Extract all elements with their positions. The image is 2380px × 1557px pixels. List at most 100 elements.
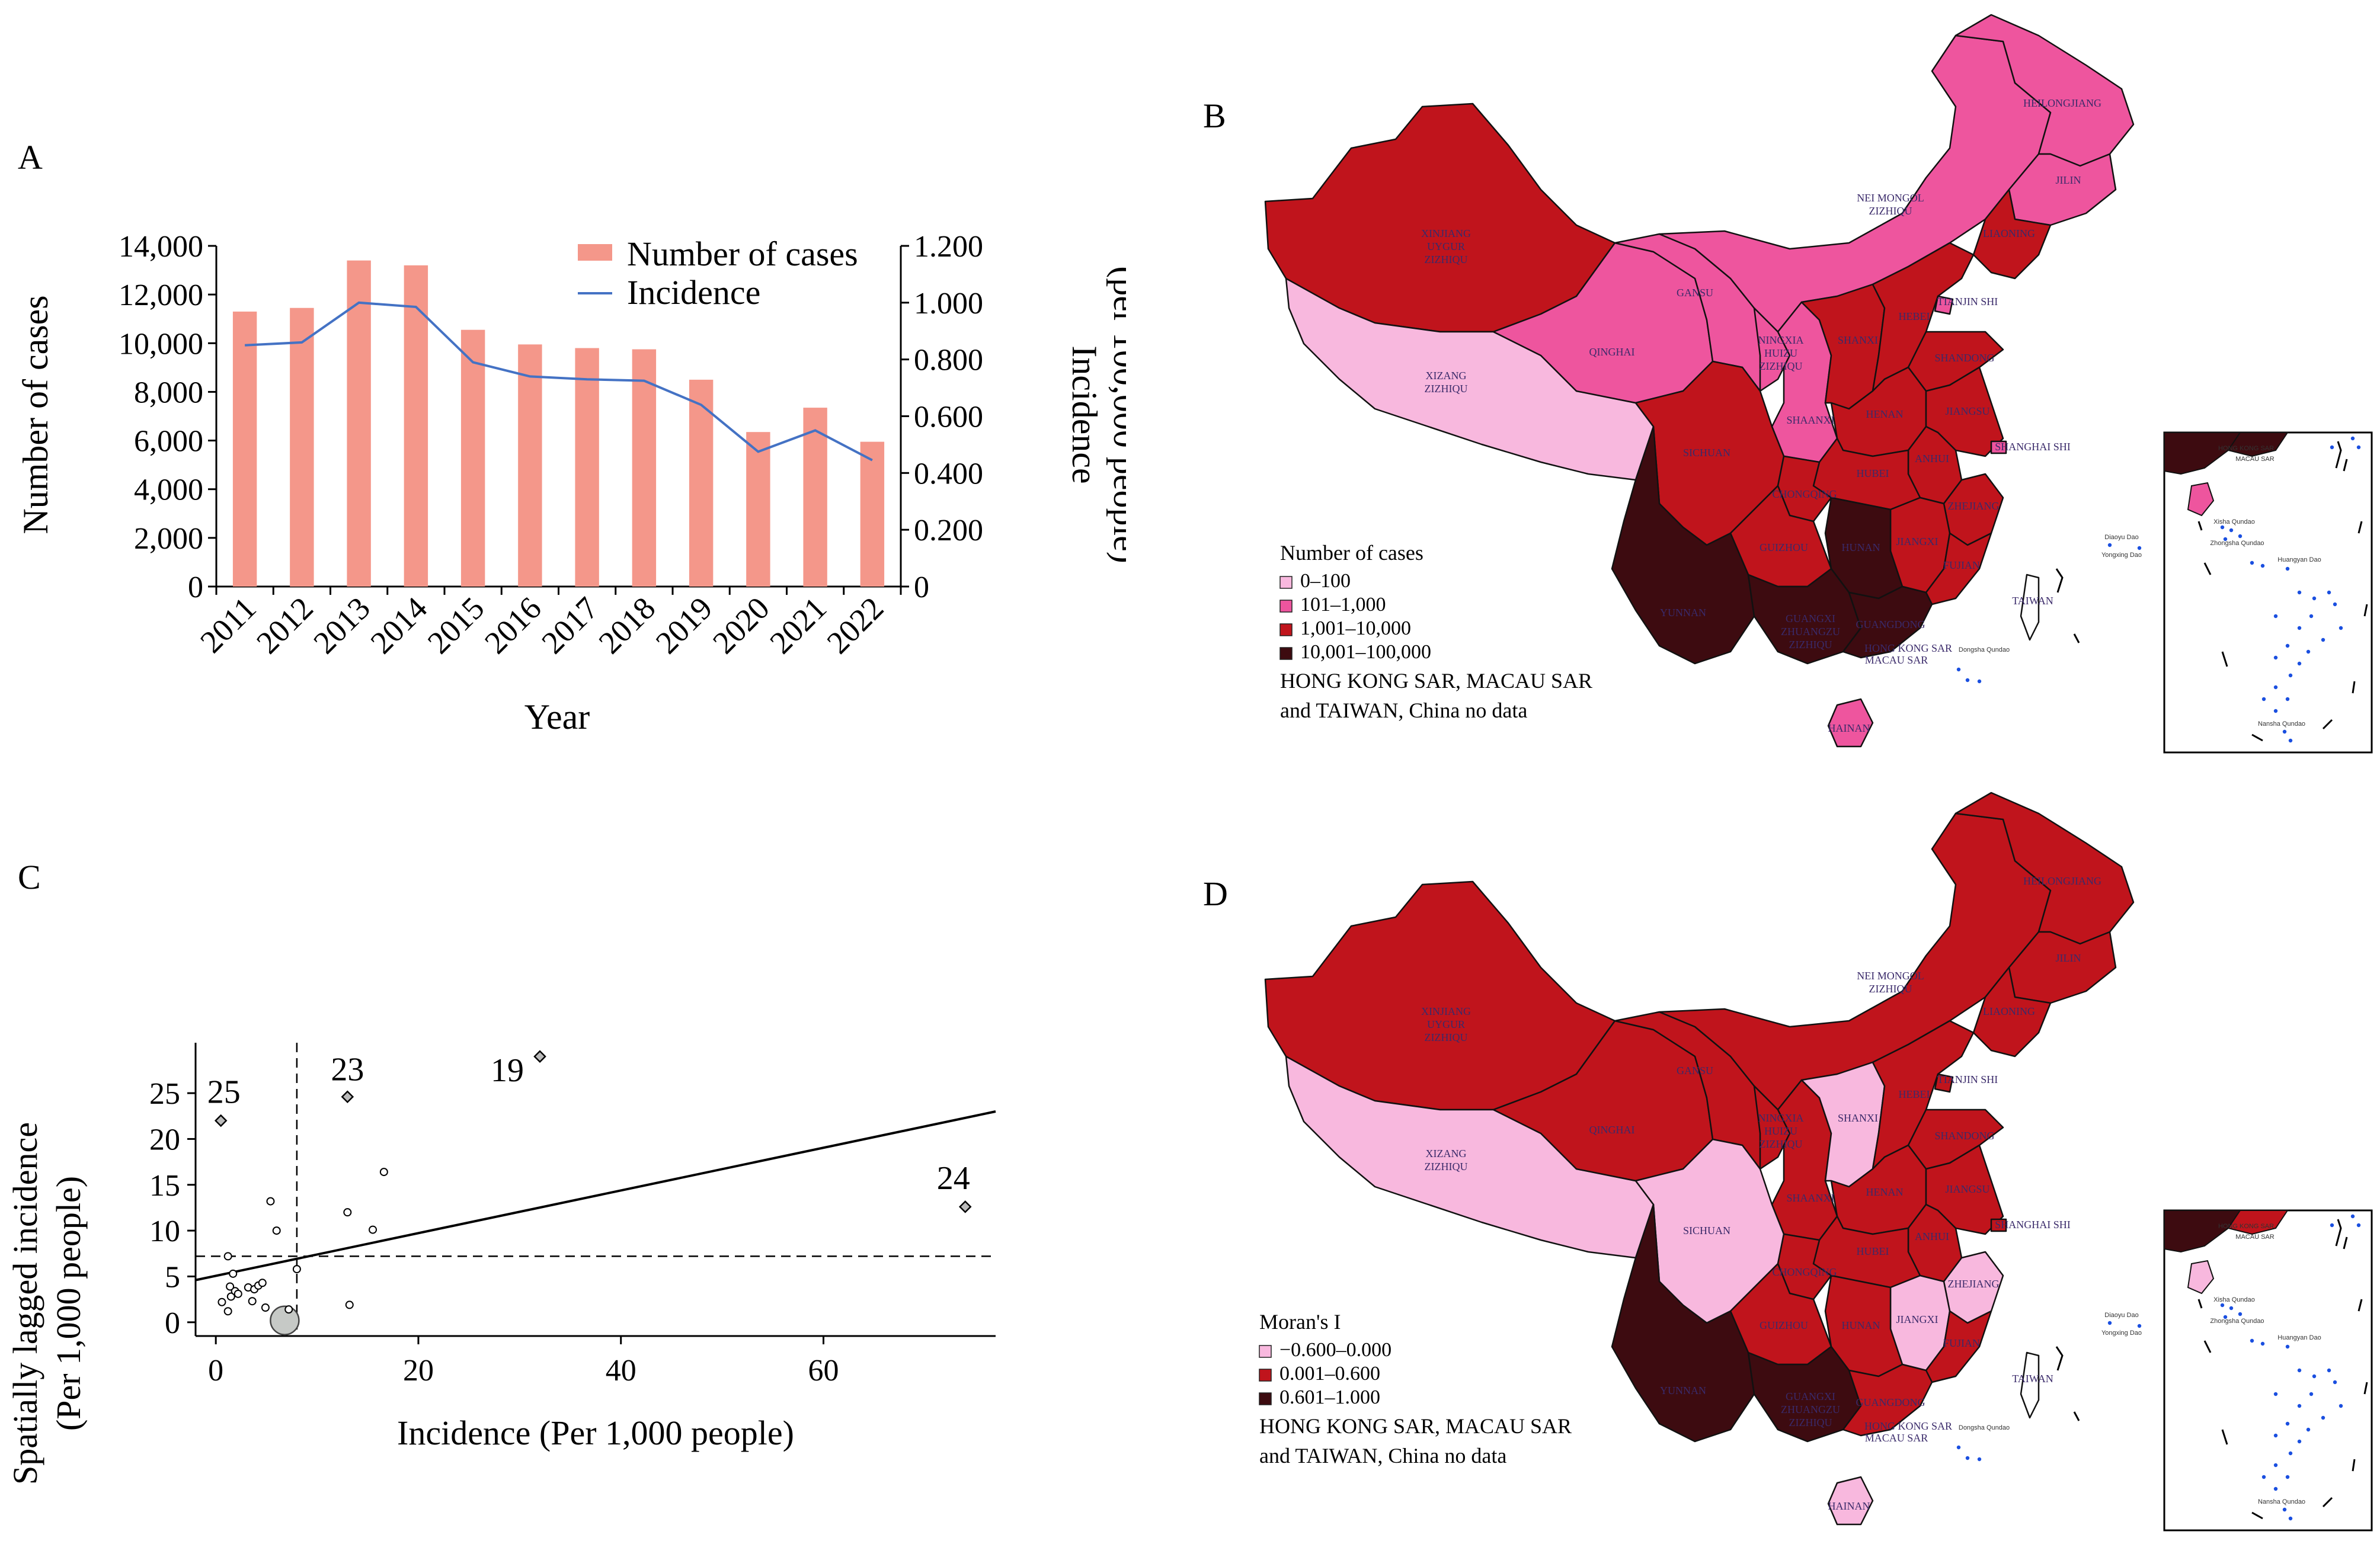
island-dot [2356, 445, 2361, 450]
province-label-jilin: JILIN [2056, 174, 2081, 186]
panel-c: C 0 5 10 15 20 25 0 20 40 60 25 23 19 24 Spatially l… [0, 782, 1126, 1552]
scatter-point [258, 1279, 267, 1287]
x-tick-label: 2019 [649, 590, 719, 661]
island-dot [2273, 1433, 2278, 1438]
province-label-yunnan: YUNNAN [1660, 1385, 1706, 1396]
island-dot [2285, 1421, 2290, 1426]
inset-taiwan-coast [2335, 1219, 2342, 1247]
panel-a-letter: A [18, 138, 43, 177]
province-fujian [1925, 532, 1992, 606]
x-tick-label: 2011 [193, 590, 263, 659]
outlier-label: 23 [331, 1051, 364, 1088]
sea-label: Dongsha Qundao [1959, 646, 2010, 653]
province-label-henan: HENAN [1866, 408, 1904, 420]
province-guangdong [1842, 585, 1933, 659]
x-tick-label: 0 [208, 1354, 223, 1388]
island-dot [2297, 1439, 2302, 1444]
island-dot [2107, 543, 2112, 547]
inset-label: Nansha Qundao [2258, 720, 2305, 728]
province-label-sichuan: SICHUAN [1683, 447, 1730, 459]
province-label-xizang: ZIZHIQU [1425, 1161, 1468, 1172]
island-dot [2327, 1368, 2331, 1373]
legend-note-line1: HONG KONG SAR, MACAU SAR [1280, 669, 1592, 693]
island-dot [2297, 626, 2302, 630]
inset-frame [2163, 431, 2373, 754]
x-tick-label: 2012 [249, 590, 320, 661]
island-dot [2297, 661, 2302, 666]
y2-tick-label: 1.000 [914, 287, 983, 321]
province-label-chongqing: CHONGQING [1773, 488, 1837, 500]
bar-number-of-cases [232, 311, 257, 587]
province-label-guangxi: ZHUANGZU [1781, 626, 1840, 637]
scatter-outlier-point [214, 1114, 228, 1127]
province-label-guangdong: GUANGDONG [1856, 619, 1925, 630]
x-tick-label: 2018 [592, 590, 663, 661]
province-label-fujian: FUJIAN [1943, 1337, 1980, 1349]
province-label-xinjiang: XINJIANG [1421, 228, 1471, 239]
inset-label: Xisha Qundao [2213, 1296, 2255, 1303]
nine-dash-line-segment [2357, 521, 2363, 534]
panel-c-letter: C [18, 858, 41, 896]
province-label-hunan: HUNAN [1842, 542, 1880, 553]
x-tick-label: 2014 [364, 590, 434, 661]
scatter-point [233, 1289, 242, 1298]
nine-dash-line-segment [2221, 1429, 2228, 1445]
island-dot [1965, 678, 1970, 683]
island-dot [2260, 1341, 2265, 1346]
bar-number-of-cases [460, 329, 485, 587]
inset-guangdong [2227, 1210, 2289, 1235]
province-label-henan: HENAN [1866, 1186, 1904, 1198]
coast-line-segment [2073, 1411, 2080, 1421]
province-label-xinjiang: ZIZHIQU [1425, 254, 1468, 265]
y2-tick-label: 0.800 [914, 344, 983, 377]
province-label-hebei: HEBEI [1899, 1088, 1930, 1100]
y2-tick-label: 0.600 [914, 401, 983, 434]
province-label-gansu: GANSU [1677, 287, 1713, 299]
nine-dash-line-segment [2197, 1299, 2203, 1309]
inset-taiwan-coast [2335, 441, 2342, 469]
inset-label: Zhongsha Qundao [2210, 1318, 2264, 1325]
outlier-label: 25 [207, 1074, 241, 1110]
inset-hainan [2187, 482, 2215, 517]
nine-dash-line-segment [2343, 1236, 2348, 1250]
y2-tick-label: 0.400 [914, 457, 983, 491]
province-label-guangxi: GUANGXI [1786, 1391, 1835, 1402]
island-dot [2285, 566, 2290, 571]
scatter-point [223, 1252, 232, 1261]
province-tianjin [1934, 1073, 1954, 1093]
legend-item-label: 1,001–10,000 [1300, 617, 1411, 639]
province-label-guangdong: GUANGDONG [1856, 1396, 1925, 1408]
y-tick-label: 12,000 [119, 278, 203, 312]
y-tick-label: 0 [165, 1306, 180, 1340]
inset-label: Huangyan Dao [2277, 1334, 2321, 1341]
x-tick-label: 20 [403, 1354, 434, 1388]
province-label-hubei: HUBEI [1857, 1245, 1889, 1257]
regression-line [195, 1110, 996, 1282]
nine-dash-line-segment [2322, 1497, 2333, 1508]
province-fujian [1925, 1310, 1992, 1383]
inset-label: HONG KONG SAR [2218, 1223, 2274, 1230]
island-dot [2333, 602, 2337, 607]
province-label-guangxi: ZHUANGZU [1781, 1404, 1840, 1415]
island-dot [2273, 1486, 2278, 1491]
province-label-hongkong: HONG KONG SAR [1864, 642, 1952, 654]
island-dot [2306, 1427, 2311, 1432]
scatter-point [226, 1282, 235, 1291]
nine-dash-line-segment [2251, 1511, 2263, 1520]
nine-dash-line-segment [2203, 562, 2212, 575]
province-label-tianjin: TIANJIN SHI [1937, 296, 1998, 307]
island-dot [2330, 1223, 2334, 1228]
province-label-heilongjiang: HEILONGJIANG [2023, 97, 2101, 109]
island-dot [2285, 643, 2290, 648]
bar-number-of-cases [575, 348, 599, 587]
province-label-jilin: JILIN [2056, 952, 2081, 964]
province-liaoning [1972, 188, 2052, 280]
nine-dash-line-segment [2352, 681, 2356, 694]
inset-label: Huangyan Dao [2277, 556, 2321, 563]
province-label-macau: MACAU SAR [1865, 1432, 1928, 1444]
province-label-ningxia: NINGXIA [1758, 1112, 1804, 1124]
y-tick-label: 15 [149, 1169, 180, 1203]
island-dot [2297, 1368, 2302, 1373]
